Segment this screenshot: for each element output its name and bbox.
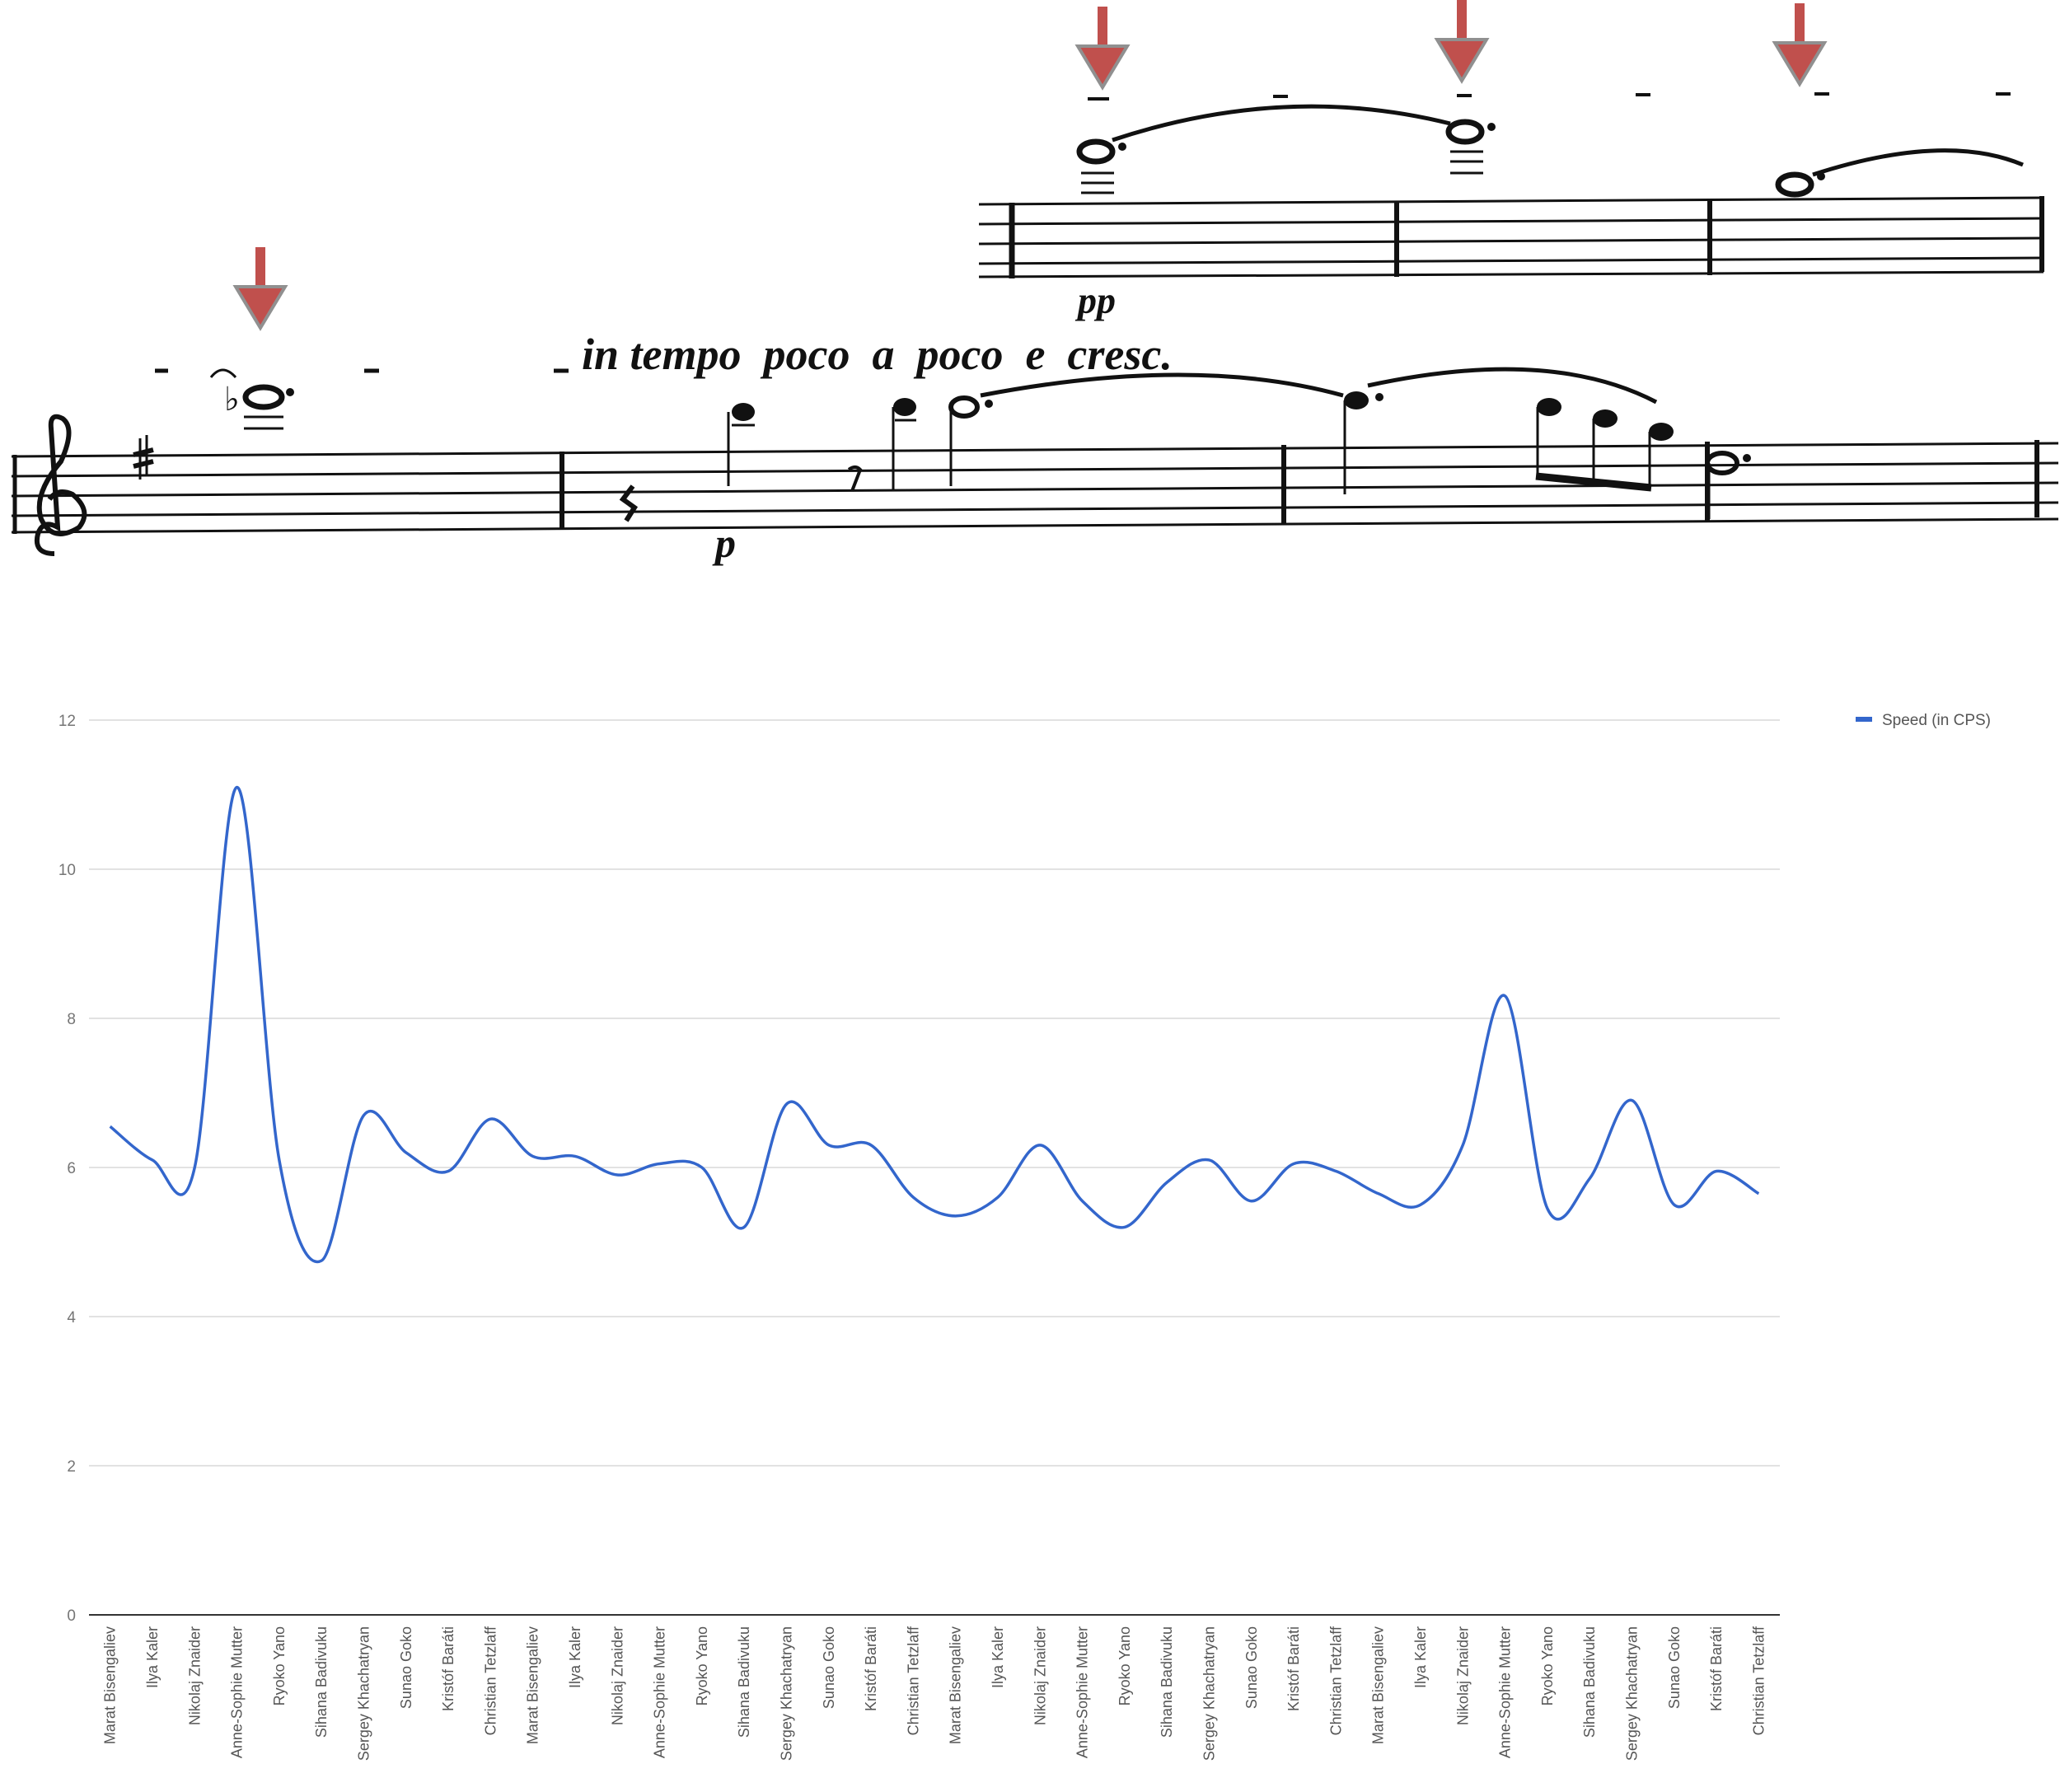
x-tick-label: Ilya Kaler	[567, 1626, 583, 1688]
x-tick-label: Ryoko Yano	[271, 1626, 288, 1705]
x-tick-label: Christian Tetzlaff	[1327, 1626, 1344, 1735]
upper-staff-notes	[1076, 92, 2024, 198]
y-tick-label: 10	[59, 862, 76, 879]
x-tick-label: Kristóf Baráti	[440, 1626, 456, 1711]
speed-line-chart: 0 2 4 6 8 10 12 Marat Bisengaliev Ilya Kaler Nik…	[59, 712, 1991, 1761]
y-tick-label: 12	[59, 713, 76, 730]
data-points	[110, 787, 1759, 1261]
lower-staff	[11, 440, 2059, 534]
flat-sign-icon: ♭	[224, 381, 240, 419]
x-tick-label: Ryoko Yano	[1539, 1626, 1556, 1705]
upper-staff	[978, 196, 2044, 278]
x-tick-label: Marat Bisengaliev	[1370, 1626, 1387, 1744]
y-tick-label: 0	[67, 1607, 76, 1625]
x-tick-label: Ryoko Yano	[694, 1626, 710, 1705]
legend-label: Speed (in CPS)	[1882, 712, 1991, 729]
arrow-markers	[232, 0, 1828, 331]
x-tick-label: Sergey Khachatryan	[778, 1626, 794, 1761]
x-tick-label: Christian Tetzlaff	[482, 1626, 499, 1735]
x-tick-label: Christian Tetzlaff	[1750, 1626, 1767, 1735]
x-tick-label: Marat Bisengaliev	[948, 1626, 964, 1744]
lower-staff-notes: ♭	[35, 367, 1751, 556]
x-tick-label: Sergey Khachatryan	[355, 1626, 372, 1761]
y-tick-label: 4	[67, 1309, 76, 1326]
x-tick-label: Marat Bisengaliev	[525, 1626, 541, 1744]
x-tick-label: Nikolaj Znaider	[186, 1626, 203, 1725]
x-tick-label: Ilya Kaler	[990, 1626, 1006, 1688]
down-arrow-icon	[232, 247, 288, 331]
x-tick-label: Anne-Sophie Mutter	[229, 1626, 246, 1758]
y-tick-label: 8	[67, 1011, 76, 1028]
sharp-sign-icon	[133, 435, 154, 480]
down-arrow-icon	[1434, 0, 1490, 84]
x-tick-label: Christian Tetzlaff	[905, 1626, 921, 1735]
arrow-head	[232, 285, 288, 331]
x-tick-label: Sunao Goko	[821, 1626, 837, 1709]
x-tick-label: Sunao Goko	[1243, 1626, 1260, 1709]
x-tick-label: Ilya Kaler	[144, 1626, 161, 1688]
x-tick-label: Sergey Khachatryan	[1201, 1626, 1217, 1761]
treble-clef-icon	[35, 414, 87, 556]
legend-swatch	[1856, 717, 1872, 722]
x-tick-label: Sihana Badivuku	[1581, 1626, 1598, 1738]
series-line-speed	[109, 785, 1760, 1264]
x-tick-label: Ilya Kaler	[1412, 1626, 1429, 1688]
x-tick-label: Anne-Sophie Mutter	[1074, 1626, 1091, 1758]
x-tick-label: Nikolaj Znaider	[609, 1626, 625, 1725]
arrow-head	[1074, 44, 1131, 91]
legend: Speed (in CPS)	[1856, 712, 1991, 729]
arrow-head	[1434, 38, 1490, 84]
expression-marking: in tempo poco a poco e cresc.	[582, 330, 1173, 379]
x-tick-label: Kristóf Baráti	[1285, 1626, 1302, 1711]
arrow-head	[1772, 41, 1828, 87]
x-tick-label: Anne-Sophie Mutter	[1497, 1626, 1514, 1758]
down-arrow-icon	[1772, 3, 1828, 87]
x-tick-label: Sihana Badivuku	[1159, 1626, 1175, 1738]
x-tick-label: Sihana Badivuku	[313, 1626, 330, 1738]
x-tick-label: Marat Bisengaliev	[102, 1626, 119, 1744]
series-lines	[109, 785, 1760, 1264]
x-tick-label: Kristóf Baráti	[1708, 1626, 1725, 1711]
x-tick-label: Nikolaj Znaider	[1454, 1626, 1471, 1725]
x-tick-label: Nikolaj Znaider	[1032, 1626, 1048, 1725]
music-score-excerpt: pp in tempo poco a poco e cresc. ♭	[11, 0, 2059, 566]
x-tick-label: Anne-Sophie Mutter	[652, 1626, 668, 1758]
y-tick-label: 6	[67, 1160, 76, 1177]
x-tick-label: Sihana Badivuku	[736, 1626, 752, 1738]
x-tick-label: Sunao Goko	[1666, 1626, 1683, 1709]
x-axis-ticks: Marat Bisengaliev Ilya Kaler Nikolaj Znaid…	[102, 1626, 1767, 1761]
x-tick-label: Ryoko Yano	[1117, 1626, 1133, 1705]
y-axis-ticks: 0 2 4 6 8 10 12	[59, 713, 77, 1625]
dynamic-p: p	[712, 520, 736, 566]
gridlines	[89, 719, 1780, 1616]
x-tick-label: Sunao Goko	[398, 1626, 414, 1709]
x-tick-label: Sergey Khachatryan	[1623, 1626, 1640, 1761]
y-tick-label: 2	[67, 1458, 76, 1476]
down-arrow-icon	[1074, 7, 1131, 91]
dynamic-pp: pp	[1074, 279, 1116, 321]
x-tick-label: Kristóf Baráti	[863, 1626, 879, 1711]
